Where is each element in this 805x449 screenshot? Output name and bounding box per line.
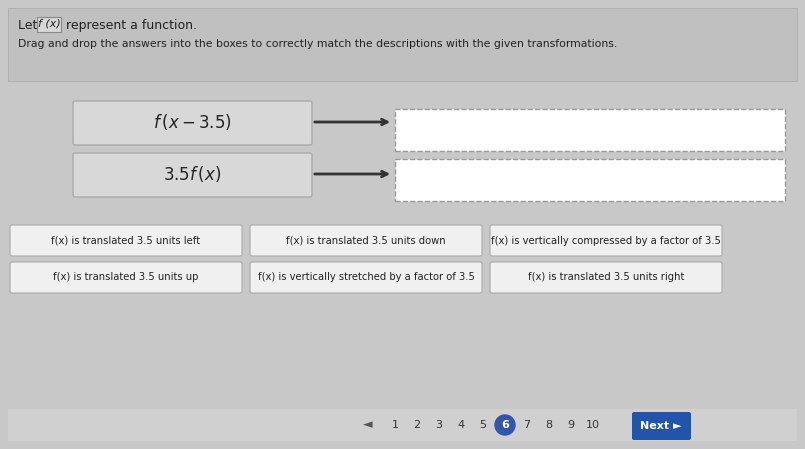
FancyBboxPatch shape (490, 262, 722, 293)
FancyBboxPatch shape (10, 262, 242, 293)
Text: 2: 2 (414, 420, 420, 430)
FancyBboxPatch shape (10, 225, 242, 256)
Text: Let: Let (18, 19, 41, 32)
Text: 8: 8 (546, 420, 552, 430)
Circle shape (495, 415, 515, 435)
Text: f (x): f (x) (38, 19, 60, 29)
FancyBboxPatch shape (250, 262, 482, 293)
Text: f(x) is translated 3.5 units left: f(x) is translated 3.5 units left (52, 235, 200, 246)
Text: $3.5f\,(x)$: $3.5f\,(x)$ (163, 164, 221, 184)
Text: 9: 9 (568, 420, 575, 430)
FancyBboxPatch shape (632, 412, 691, 440)
Text: f(x) is vertically stretched by a factor of 3.5: f(x) is vertically stretched by a factor… (258, 273, 474, 282)
Text: $f\,(x-3.5)$: $f\,(x-3.5)$ (153, 112, 231, 132)
Text: 6: 6 (501, 420, 509, 430)
Text: represent a function.: represent a function. (62, 19, 197, 32)
Text: Drag and drop the answers into the boxes to correctly match the descriptions wit: Drag and drop the answers into the boxes… (18, 39, 617, 49)
Text: 3: 3 (436, 420, 443, 430)
Text: f(x) is translated 3.5 units right: f(x) is translated 3.5 units right (528, 273, 684, 282)
Text: ◄: ◄ (363, 418, 373, 431)
Text: f(x) is translated 3.5 units up: f(x) is translated 3.5 units up (53, 273, 199, 282)
FancyBboxPatch shape (8, 8, 797, 81)
Text: f(x) is vertically compressed by a factor of 3.5: f(x) is vertically compressed by a facto… (491, 235, 721, 246)
FancyBboxPatch shape (395, 109, 785, 151)
FancyBboxPatch shape (8, 409, 797, 441)
FancyBboxPatch shape (250, 225, 482, 256)
FancyBboxPatch shape (8, 87, 797, 319)
FancyBboxPatch shape (395, 159, 785, 201)
FancyBboxPatch shape (73, 153, 312, 197)
Text: 5: 5 (480, 420, 486, 430)
FancyBboxPatch shape (490, 225, 722, 256)
Text: Next ►: Next ► (640, 421, 682, 431)
FancyBboxPatch shape (73, 101, 312, 145)
FancyBboxPatch shape (37, 17, 61, 32)
Text: 7: 7 (523, 420, 530, 430)
Text: 4: 4 (457, 420, 464, 430)
Text: f(x) is translated 3.5 units down: f(x) is translated 3.5 units down (287, 235, 446, 246)
Text: 10: 10 (586, 420, 600, 430)
Text: 1: 1 (391, 420, 398, 430)
